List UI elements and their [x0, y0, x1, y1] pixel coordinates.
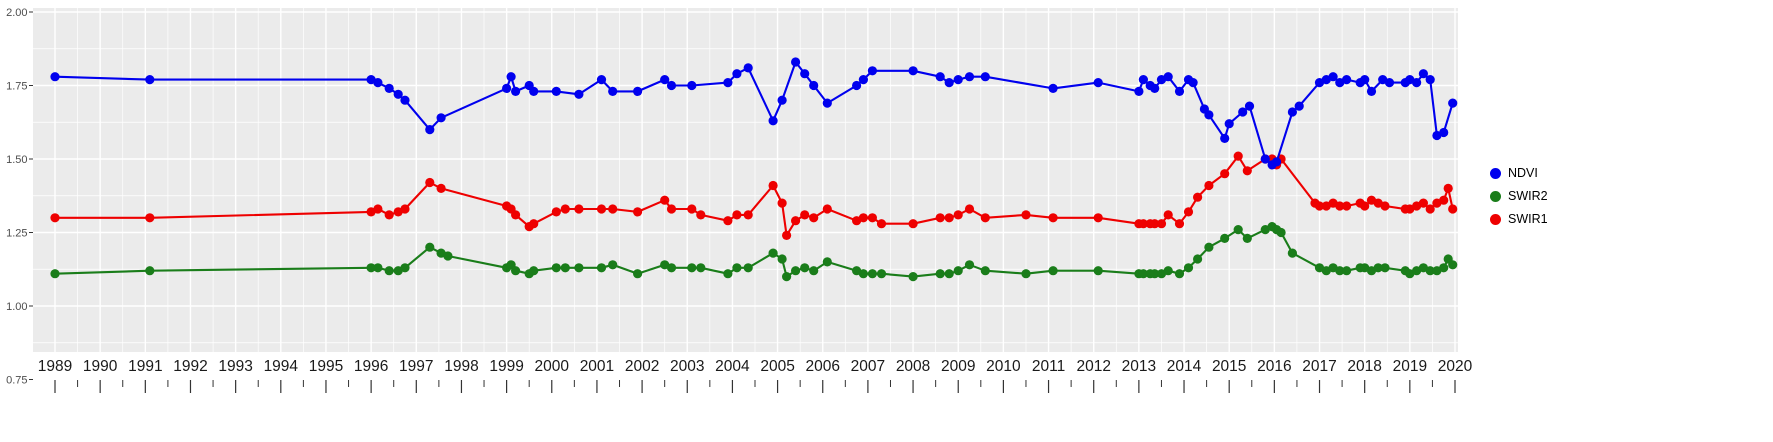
- panel: [33, 8, 1458, 352]
- x-axis-label: 2003: [670, 358, 704, 375]
- swir2-dot-icon: [1490, 190, 1501, 202]
- x-axis-label: 1999: [489, 358, 523, 375]
- x-axis-label: 2017: [1302, 358, 1336, 375]
- x-axis-label: 2018: [1347, 358, 1381, 375]
- y-axis-label: 1.25: [6, 227, 27, 239]
- x-axis-label: 2013: [1122, 358, 1156, 375]
- x-axis-label: 1997: [399, 358, 433, 375]
- x-axis-label: 1994: [264, 358, 299, 375]
- series-swir2: [50, 222, 1458, 282]
- x-axis-label: 1993: [218, 358, 252, 375]
- x-axis-label: 2000: [535, 358, 570, 375]
- y-axis-label: 1.50: [6, 154, 27, 166]
- x-axis-label: 2010: [986, 358, 1021, 375]
- y-axis-label: 1.75: [6, 80, 27, 92]
- legend-label-swir2: SWIR2: [1508, 189, 1548, 203]
- legend-label-swir1: SWIR1: [1508, 212, 1548, 226]
- x-axis-label: 2001: [580, 358, 614, 375]
- x-axis-label: 1991: [128, 358, 162, 375]
- x-axis-label: 2012: [1076, 358, 1110, 375]
- y-axis-label: 0.75: [6, 374, 27, 386]
- x-axis-label: 2015: [1212, 358, 1246, 375]
- y-axis-label: 2.00: [6, 7, 27, 19]
- x-axis-label: 2005: [760, 358, 794, 375]
- x-axis-label: 2008: [896, 358, 930, 375]
- x-axis-label: 1992: [173, 358, 207, 375]
- x-axis-label: 2006: [805, 358, 839, 375]
- x-axis-label: 1995: [309, 358, 343, 375]
- y-axis-label: 1.00: [6, 301, 27, 313]
- x-axis-label: 2007: [851, 358, 885, 375]
- legend-item-swir1: SWIR1: [1490, 213, 1548, 225]
- legend: NDVI SWIR2 SWIR1: [1490, 167, 1548, 225]
- series-swir1: [50, 151, 1458, 240]
- x-axis-label: 2019: [1393, 358, 1427, 375]
- legend-item-ndvi: NDVI: [1490, 167, 1548, 179]
- ndvi-dot-icon: [1490, 167, 1501, 179]
- x-axis-label: 2004: [715, 358, 750, 375]
- swir1-dot-icon: [1490, 213, 1501, 225]
- x-axis-label: 1989: [38, 358, 72, 375]
- x-axis-label: 2014: [1167, 358, 1202, 375]
- x-axis-label: 2016: [1257, 358, 1291, 375]
- x-axis-label: 2009: [941, 358, 975, 375]
- x-axis-label: 1998: [444, 358, 478, 375]
- legend-item-swir2: SWIR2: [1490, 190, 1548, 202]
- legend-label-ndvi: NDVI: [1508, 166, 1538, 180]
- x-axis-label: 1996: [354, 358, 388, 375]
- x-axis-label: 2002: [625, 358, 659, 375]
- x-axis-label: 2020: [1438, 358, 1473, 375]
- x-axis-label: 1990: [83, 358, 118, 375]
- series-ndvi: [50, 57, 1458, 170]
- x-axis-label: 2011: [1032, 358, 1065, 375]
